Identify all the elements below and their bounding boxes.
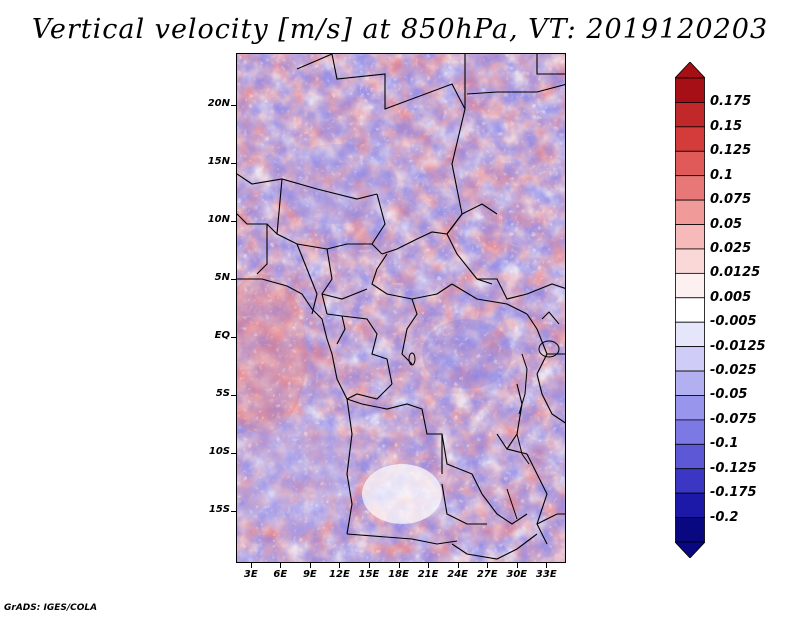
longitude-tick-mark (398, 563, 400, 568)
colorbar-label: -0.2 (710, 509, 739, 525)
colorbar-label: -0.1 (710, 436, 739, 452)
longitude-tick-label: 24E (447, 569, 469, 580)
latitude-tick-label: 15N (207, 156, 230, 168)
colorbar-segment (675, 346, 705, 372)
colorbar-label: 0.025 (710, 240, 752, 256)
longitude-tick-label: 18E (388, 569, 409, 580)
colorbar-label: 0.05 (710, 216, 743, 232)
latitude-tick-label: 10N (207, 214, 230, 226)
longitude-tick-label: 3E (243, 569, 258, 580)
colorbar-label: -0.025 (710, 363, 757, 379)
longitude-tick-label: 15E (358, 569, 380, 580)
colorbar-segment (675, 370, 705, 396)
lakes (408, 311, 560, 520)
latitude-tick-label: 5S (215, 387, 230, 399)
colorbar-segment (675, 102, 705, 128)
colorbar-segment (675, 468, 705, 494)
latitude-tick-label: 20N (207, 98, 230, 110)
colorbar-segment (675, 443, 705, 470)
latitude-tick-mark (231, 336, 236, 338)
colorbar-segment (675, 419, 705, 445)
map-panel (236, 53, 566, 563)
longitude-tick-mark (546, 563, 548, 568)
latitude-tick-label: 10S (208, 445, 230, 457)
longitude-tick-mark (309, 563, 311, 568)
colorbar-segment (675, 175, 705, 201)
longitude-tick-label: 27E (476, 569, 498, 580)
colorbar-label: -0.0125 (710, 338, 766, 354)
colorbar-label: 0.005 (710, 289, 752, 305)
colorbar-segment (675, 248, 705, 274)
latitude-tick-mark (231, 510, 236, 512)
chart-title: Vertical velocity [m/s] at 850hPa, VT: 2… (31, 14, 769, 45)
vertical-velocity-map (237, 54, 565, 562)
longitude-tick-mark (487, 563, 489, 568)
latitude-tick-label: EQ (214, 329, 230, 341)
longitude-tick-mark (368, 563, 370, 568)
grads-credit: GrADS: IGES/COLA (4, 603, 98, 613)
longitude-tick-mark (250, 563, 252, 568)
longitude-tick-label: 33E (535, 569, 557, 580)
colorbar-label: -0.125 (710, 460, 757, 476)
colorbar-segment (675, 321, 705, 348)
latitude-tick-mark (231, 105, 236, 107)
longitude-tick-label: 9E (302, 569, 317, 580)
longitude-tick-mark (428, 563, 430, 568)
latitude-tick-mark (231, 279, 236, 281)
colorbar-label: -0.175 (710, 485, 757, 501)
longitude-tick-label: 6E (273, 569, 288, 580)
longitude-tick-mark (280, 563, 282, 568)
colorbar-segment (675, 150, 705, 177)
longitude-tick-mark (339, 563, 341, 568)
colorbar-label: 0.125 (710, 143, 752, 159)
country-borders (237, 54, 565, 560)
colorbar-segment (675, 126, 705, 152)
colorbar-label: 0.175 (710, 94, 752, 110)
colorbar-segment (675, 297, 705, 323)
colorbar (675, 62, 705, 558)
colorbar-segment (675, 517, 705, 543)
colorbar-label: -0.075 (710, 411, 757, 427)
longitude-tick-mark (516, 563, 518, 568)
colorbar-segment (675, 492, 705, 518)
latitude-tick-label: 5N (214, 272, 230, 284)
colorbar-label: -0.005 (710, 314, 757, 330)
colorbar-segment (675, 395, 705, 421)
colorbar-label: 0.0125 (710, 265, 761, 281)
colorbar-label: 0.1 (710, 167, 734, 183)
longitude-tick-label: 30E (506, 569, 528, 580)
longitude-tick-mark (457, 563, 459, 568)
latitude-tick-mark (231, 221, 236, 223)
latitude-tick-label: 15S (208, 503, 230, 515)
colorbar-segment (675, 272, 705, 299)
colorbar-label: 0.15 (710, 118, 743, 134)
latitude-tick-mark (231, 452, 236, 454)
latitude-tick-mark (231, 394, 236, 396)
colorbar-bottom-arrow (675, 541, 705, 558)
colorbar-segment (675, 77, 705, 103)
latitude-tick-mark (231, 163, 236, 165)
longitude-tick-label: 21E (417, 569, 439, 580)
longitude-tick-label: 12E (329, 569, 350, 580)
colorbar-label: -0.05 (710, 387, 748, 403)
colorbar-segment (675, 199, 705, 225)
colorbar-top-arrow (675, 62, 705, 79)
colorbar-label: 0.075 (710, 192, 752, 208)
colorbar-segment (675, 224, 705, 250)
